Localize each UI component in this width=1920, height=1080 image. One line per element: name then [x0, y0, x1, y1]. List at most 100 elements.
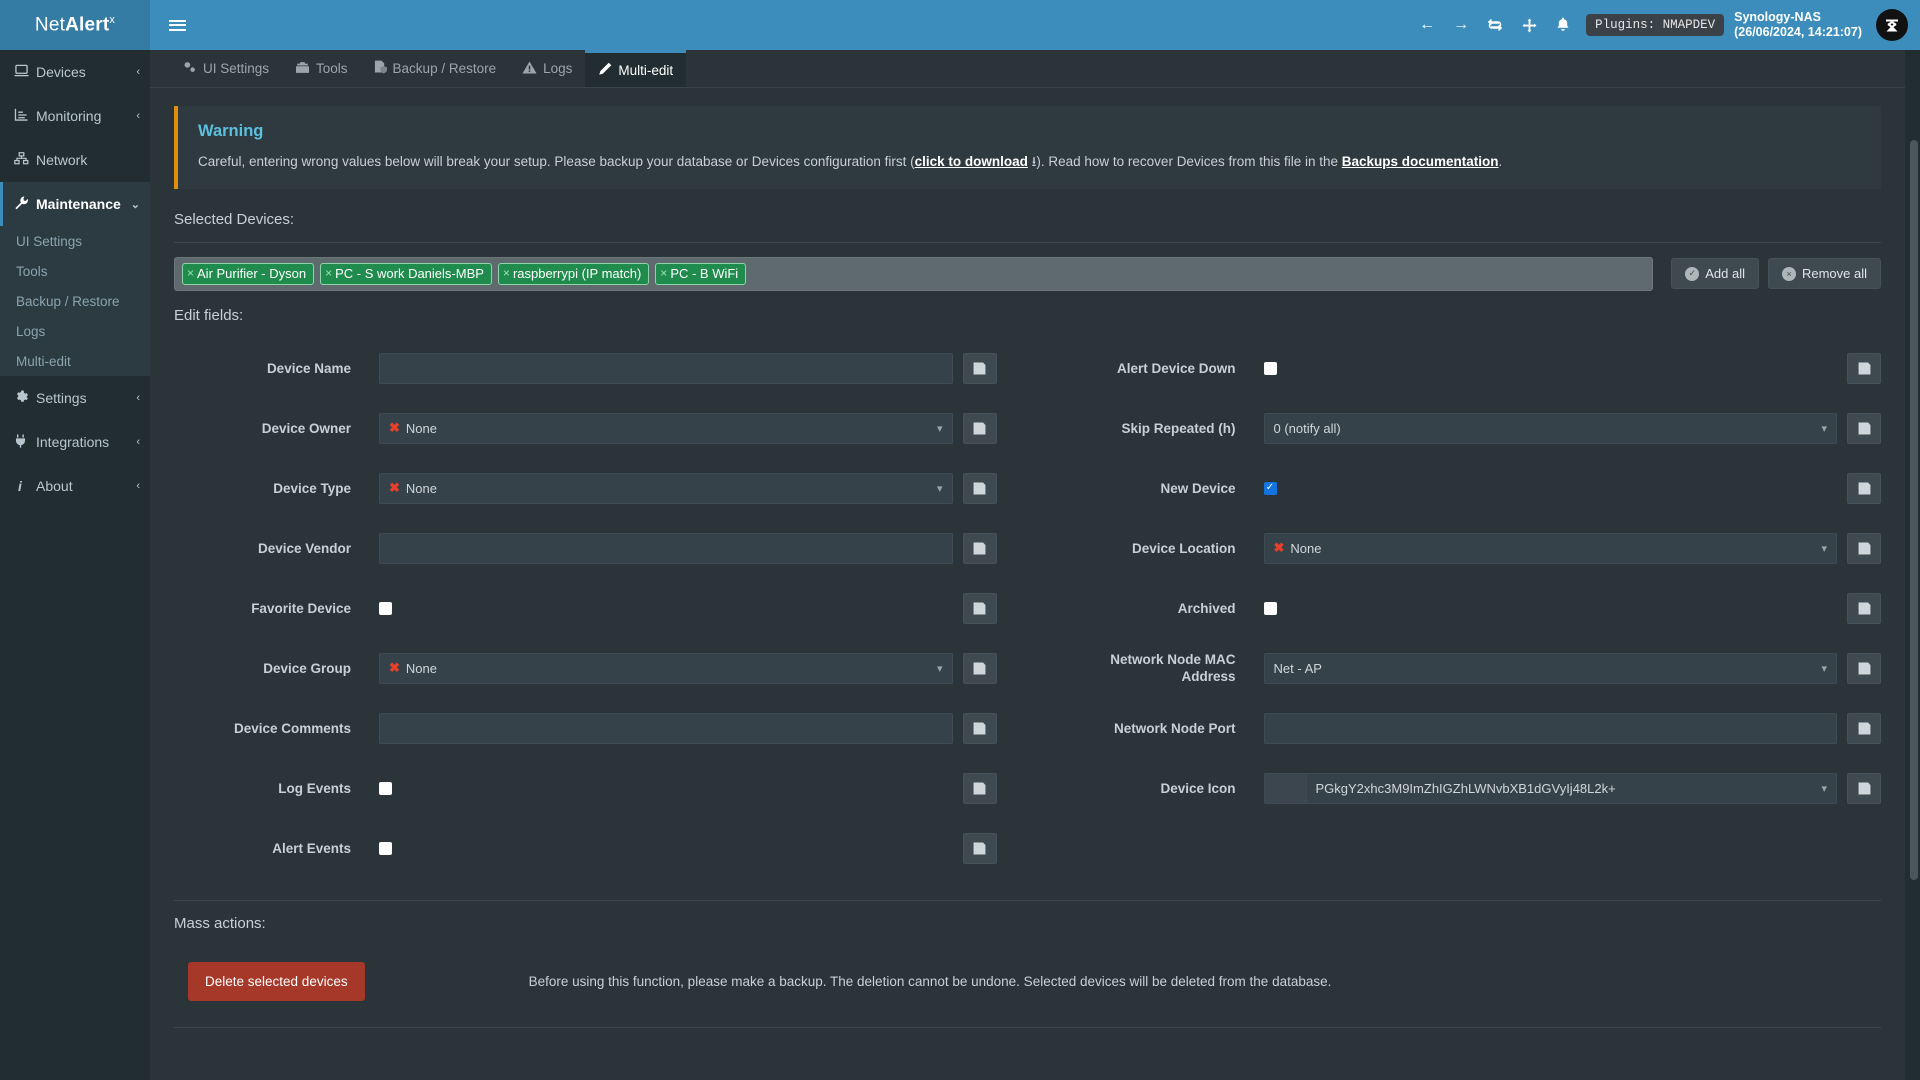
- delete-selected-devices-button[interactable]: Delete selected devices: [188, 962, 365, 1001]
- remove-all-button[interactable]: × Remove all: [1767, 258, 1881, 289]
- save-icon[interactable]: [962, 652, 997, 684]
- edit-fields-right-column: Alert Device Down Skip Repeated (h) 0 (n…: [1059, 338, 1881, 878]
- chevron-left-icon: ‹: [136, 110, 140, 122]
- menu-icon[interactable]: [150, 0, 204, 50]
- laptop-icon: [14, 64, 36, 80]
- sidebar-item-label: Monitoring: [36, 108, 102, 124]
- save-icon[interactable]: [1847, 412, 1881, 444]
- device-comments-input[interactable]: [379, 712, 953, 744]
- sidebar-subitem-backup-restore[interactable]: Backup / Restore: [16, 293, 120, 309]
- warning-banner: Warning Careful, entering wrong values b…: [174, 106, 1881, 189]
- move-icon[interactable]: [1512, 0, 1546, 50]
- tab-backup-restore[interactable]: Backup / Restore: [361, 50, 510, 87]
- skip-repeated-select[interactable]: 0 (notify all) ▾: [1263, 412, 1837, 444]
- info-icon: i: [18, 478, 22, 494]
- close-icon[interactable]: ×: [325, 266, 333, 280]
- device-location-select[interactable]: ✖ None ▾: [1263, 532, 1837, 564]
- field-device-type: Device Type ✖ None ▾: [174, 458, 997, 518]
- sidebar-subitem-tools[interactable]: Tools: [16, 263, 48, 279]
- alert-device-down-checkbox[interactable]: [1263, 361, 1277, 375]
- field-favorite-device: Favorite Device: [174, 578, 997, 638]
- device-group-select[interactable]: ✖ None ▾: [379, 652, 953, 684]
- page-scrollbar[interactable]: [1908, 50, 1920, 1080]
- device-chip-container[interactable]: × Air Purifier - Dyson × PC - S work Dan…: [174, 257, 1654, 291]
- app-logo[interactable]: NetAlertx: [0, 0, 150, 50]
- save-icon[interactable]: [1847, 592, 1881, 624]
- save-icon[interactable]: [962, 472, 997, 504]
- page-body: Warning Careful, entering wrong values b…: [150, 88, 1905, 1028]
- save-icon[interactable]: [1847, 712, 1881, 744]
- download-link[interactable]: click to download: [914, 154, 1028, 169]
- device-location-value: None: [1290, 540, 1322, 556]
- sidebar-item-devices[interactable]: Devices ‹: [0, 50, 150, 94]
- add-all-button[interactable]: ✓ Add all: [1671, 258, 1759, 289]
- network-node-port-input[interactable]: [1263, 712, 1837, 744]
- sidebar-item-settings[interactable]: Settings ‹: [0, 376, 150, 420]
- favorite-device-checkbox[interactable]: [379, 601, 392, 615]
- device-vendor-input[interactable]: [379, 532, 953, 564]
- refresh-icon[interactable]: [1478, 0, 1512, 50]
- device-chip[interactable]: × PC - B WiFi: [655, 263, 747, 285]
- sidebar-item-integrations[interactable]: Integrations ‹: [0, 420, 150, 464]
- sidebar-item-network[interactable]: Network: [0, 138, 150, 182]
- device-type-select[interactable]: ✖ None ▾: [379, 472, 953, 504]
- save-icon[interactable]: [1847, 472, 1881, 504]
- tab-logs[interactable]: Logs: [509, 50, 585, 87]
- new-device-checkbox[interactable]: ✓: [1263, 481, 1277, 495]
- archived-checkbox[interactable]: [1263, 601, 1277, 615]
- device-chip-label: PC - S work Daniels-MBP: [335, 266, 484, 281]
- sidebar-subitem-ui-settings[interactable]: UI Settings: [16, 233, 83, 249]
- close-icon[interactable]: ×: [187, 266, 195, 280]
- close-icon[interactable]: ×: [660, 266, 668, 280]
- bell-icon[interactable]: [1546, 0, 1580, 50]
- check-circle-icon: ✓: [1685, 266, 1700, 281]
- chevron-down-icon: ▾: [1821, 422, 1827, 435]
- toolbox-icon: [295, 61, 310, 77]
- device-name-input[interactable]: [379, 352, 953, 384]
- network-node-mac-select[interactable]: Net - AP ▾: [1263, 652, 1837, 684]
- save-icon[interactable]: [962, 712, 997, 744]
- field-device-comments: Device Comments: [174, 698, 997, 758]
- avatar[interactable]: [1876, 9, 1908, 41]
- device-chip[interactable]: × PC - S work Daniels-MBP: [320, 263, 492, 285]
- download-icon: ⭳: [1027, 154, 1037, 169]
- sidebar-item-about[interactable]: i About ‹: [0, 464, 150, 508]
- save-icon[interactable]: [1847, 532, 1881, 564]
- sidebar: Devices ‹ Monitoring ‹ Network Maintenan…: [0, 50, 150, 1080]
- device-owner-value: None: [405, 420, 437, 436]
- scrollbar-thumb[interactable]: [1910, 140, 1918, 880]
- device-owner-select[interactable]: ✖ None ▾: [379, 412, 953, 444]
- chevron-down-icon: ⌄: [130, 198, 140, 211]
- sidebar-item-monitoring[interactable]: Monitoring ‹: [0, 94, 150, 138]
- close-icon[interactable]: ×: [502, 266, 510, 280]
- field-label: Alert Device Down: [1116, 360, 1236, 376]
- plugins-badge[interactable]: Plugins: NMAPDEV: [1586, 14, 1725, 36]
- device-chip[interactable]: × raspberrypi (IP match): [497, 263, 650, 285]
- device-icon-value: PGkgY2xhc3M9ImZhIGZhLWNvbXB1dGVyIj48L2k+: [1315, 780, 1616, 796]
- save-icon[interactable]: [962, 832, 997, 864]
- alert-events-checkbox[interactable]: [379, 841, 392, 855]
- network-node-mac-value: Net - AP: [1273, 660, 1322, 676]
- save-icon[interactable]: [962, 532, 997, 564]
- save-icon[interactable]: [1847, 352, 1881, 384]
- arrow-left-icon[interactable]: ←: [1419, 16, 1436, 33]
- device-chip[interactable]: × Air Purifier - Dyson: [182, 263, 315, 285]
- save-icon[interactable]: [1847, 772, 1881, 804]
- save-icon[interactable]: [1847, 652, 1881, 684]
- tab-ui-settings[interactable]: UI Settings: [170, 50, 282, 87]
- selected-devices-row: × Air Purifier - Dyson × PC - S work Dan…: [174, 257, 1881, 291]
- device-icon-select[interactable]: PGkgY2xhc3M9ImZhIGZhLWNvbXB1dGVyIj48L2k+…: [1305, 772, 1837, 804]
- log-events-checkbox[interactable]: [379, 781, 392, 795]
- sidebar-item-label: Devices: [36, 64, 86, 80]
- backups-documentation-link[interactable]: Backups documentation: [1341, 154, 1499, 169]
- save-icon[interactable]: [962, 772, 997, 804]
- save-icon[interactable]: [962, 352, 997, 384]
- save-icon[interactable]: [962, 412, 997, 444]
- tab-multi-edit[interactable]: Multi-edit: [585, 50, 687, 87]
- tab-tools[interactable]: Tools: [282, 50, 361, 87]
- arrow-right-icon[interactable]: →: [1453, 16, 1470, 33]
- save-icon[interactable]: [962, 592, 997, 624]
- sidebar-subitem-logs[interactable]: Logs: [16, 323, 46, 339]
- sidebar-item-maintenance[interactable]: Maintenance ⌄: [0, 182, 150, 226]
- sidebar-subitem-multi-edit[interactable]: Multi-edit: [16, 353, 71, 369]
